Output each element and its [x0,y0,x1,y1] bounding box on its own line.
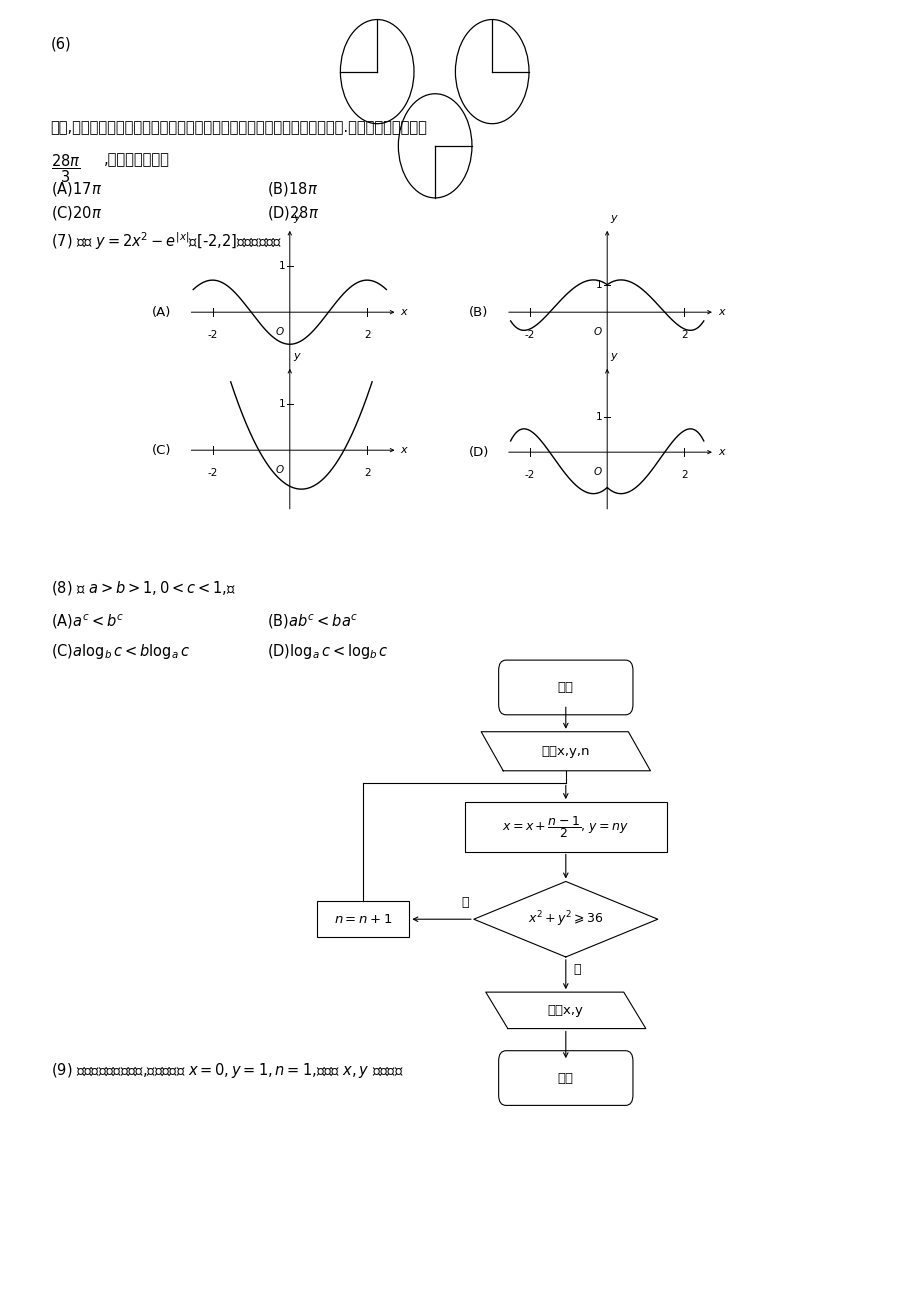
Text: -2: -2 [207,469,218,478]
Text: 1: 1 [596,411,602,422]
Text: $O$: $O$ [592,465,602,478]
Text: -2: -2 [524,331,535,340]
Text: 2: 2 [680,331,687,340]
Text: $y$: $y$ [292,352,301,363]
Text: $x$: $x$ [717,307,726,318]
Text: (C)20$\pi$: (C)20$\pi$ [51,204,102,223]
Text: (8) 若 $a>b>1,0<c<1$,则: (8) 若 $a>b>1,0<c<1$,则 [51,579,235,598]
FancyBboxPatch shape [498,660,632,715]
Text: 如图,某几何体的三视图是三个半径相等的圆及每个圆中两条互相垂直的半径.若该几何体的体积是: 如图,某几何体的三视图是三个半径相等的圆及每个圆中两条互相垂直的半径.若该几何体… [51,120,427,135]
Text: 输出x,y: 输出x,y [548,1004,583,1017]
Text: (A)$a^c<b^c$: (A)$a^c<b^c$ [51,612,123,630]
Text: $x=x+\dfrac{n-1}{2}$, $y=ny$: $x=x+\dfrac{n-1}{2}$, $y=ny$ [502,814,629,840]
Text: -2: -2 [524,470,535,480]
Text: 1: 1 [278,262,285,271]
Text: 1: 1 [278,400,285,409]
Text: (B)18$\pi$: (B)18$\pi$ [267,180,317,198]
Text: ,则它的表面积是: ,则它的表面积是 [104,152,170,168]
Text: $x$: $x$ [717,447,726,457]
Text: $O$: $O$ [275,326,285,337]
Text: 2: 2 [363,469,370,478]
Text: $y$: $y$ [609,214,618,225]
Text: $n=n+1$: $n=n+1$ [334,913,392,926]
Text: (9) 执行右面的程序框图,如果输入的 $x=0,y=1,n=1$,则输出 $x,y$ 的值满足: (9) 执行右面的程序框图,如果输入的 $x=0,y=1,n=1$,则输出 $x… [51,1061,403,1081]
Text: $O$: $O$ [275,464,285,475]
Text: (7) 函数 $y=2x^2-e^{|x|}$在[-2,2]的图像大致为: (7) 函数 $y=2x^2-e^{|x|}$在[-2,2]的图像大致为 [51,230,282,253]
Text: 2: 2 [363,331,370,340]
Bar [464,802,666,852]
Text: (C): (C) [152,444,171,457]
Text: $\dfrac{28\pi}{3}$: $\dfrac{28\pi}{3}$ [51,152,80,185]
FancyBboxPatch shape [498,1051,632,1105]
Text: (6): (6) [51,36,71,52]
Text: 是: 是 [573,963,580,976]
Text: (A)17$\pi$: (A)17$\pi$ [51,180,101,198]
Text: $y$: $y$ [292,214,301,225]
Text: 结束: 结束 [557,1072,573,1085]
Text: 1: 1 [596,280,602,290]
Text: (B): (B) [469,306,488,319]
Bar [317,901,409,937]
Text: $x^2+y^2\geqslant 36$: $x^2+y^2\geqslant 36$ [528,909,603,930]
Text: (D): (D) [469,445,489,458]
Text: $x$: $x$ [400,445,409,456]
Text: 开始: 开始 [557,681,573,694]
Text: (A): (A) [152,306,171,319]
Text: $O$: $O$ [592,326,602,337]
Text: (B)$ab^c<ba^c$: (B)$ab^c<ba^c$ [267,612,357,630]
Text: (D)28$\pi$: (D)28$\pi$ [267,204,319,223]
Text: $y$: $y$ [609,352,618,363]
Text: 2: 2 [680,470,687,480]
Text: 输入x,y,n: 输入x,y,n [541,745,589,758]
Text: 否: 否 [461,896,469,909]
Text: (C)$a\log_b c<b\log_a c$: (C)$a\log_b c<b\log_a c$ [51,642,189,661]
Text: -2: -2 [207,331,218,340]
Text: (D)$\log_a c<\log_b c$: (D)$\log_a c<\log_b c$ [267,642,388,661]
Text: $x$: $x$ [400,307,409,318]
